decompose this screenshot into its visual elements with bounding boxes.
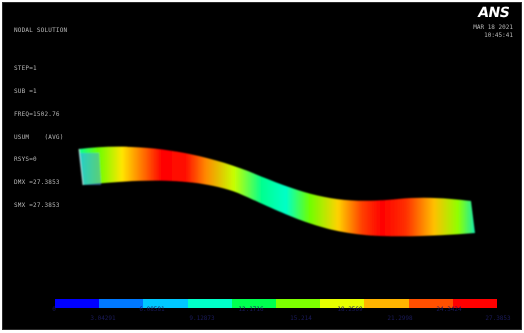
info-line: SUB =1 (14, 87, 37, 95)
legend-color-segment (231, 299, 277, 308)
legend-tick-label: 3.04291 (90, 315, 116, 322)
info-line: FREQ=1502.76 (14, 110, 60, 118)
info-line: USUM (AVG) (14, 133, 64, 141)
legend-tick-label: 18.2569 (337, 306, 363, 313)
legend-color-segment (99, 299, 144, 308)
legend-tick-label: 0 (52, 306, 56, 313)
legend-tick-label: 9.12873 (189, 315, 215, 322)
color-legend-bar (55, 299, 498, 308)
info-line: RSYS=0 (14, 156, 37, 164)
solution-info-text: NODAL SOLUTION STEP=1 SUB =1 FREQ=1502.7… (14, 12, 67, 225)
legend-tick-label: 27.3853 (485, 315, 511, 322)
legend-color-segment (143, 299, 188, 308)
legend-color-segment (187, 299, 232, 308)
legend-color-segment (55, 299, 100, 308)
legend-tick-label: 6.08581 (139, 306, 165, 313)
info-line: STEP=1 (14, 65, 37, 73)
legend-color-segment (452, 299, 498, 308)
legend-color-segment (320, 299, 365, 308)
datetime-stamp: MAR 18 2021 10:45:41 (473, 24, 513, 40)
info-line: SMX =27.3853 (14, 201, 60, 209)
legend-color-segment (276, 299, 321, 308)
graphics-viewport[interactable]: NODAL SOLUTION STEP=1 SUB =1 FREQ=1502.7… (2, 2, 522, 330)
legend-tick-label: 12.1716 (238, 306, 264, 313)
time-text: 10:45:41 (484, 32, 513, 39)
legend-tick-label: 24.3424 (436, 306, 462, 313)
legend-tick-label: 21.2998 (387, 315, 413, 322)
legend-color-segment (364, 299, 409, 308)
date-text: MAR 18 2021 (473, 24, 513, 31)
info-line: NODAL SOLUTION (14, 27, 68, 35)
info-line: DMX =27.3853 (14, 179, 60, 187)
legend-tick-label: 15.214 (290, 315, 312, 322)
legend-color-segment (408, 299, 453, 308)
deformed-beam-contour (78, 146, 475, 237)
